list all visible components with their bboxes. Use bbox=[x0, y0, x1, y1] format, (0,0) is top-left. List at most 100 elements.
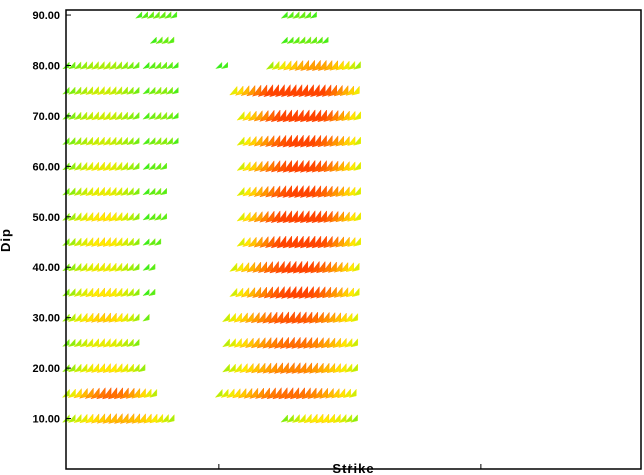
mechanism-mark bbox=[227, 338, 236, 348]
mechanism-mark bbox=[153, 86, 162, 95]
mechanism-mark bbox=[102, 60, 111, 70]
mechanism-mark bbox=[142, 162, 150, 170]
mechanism-mark bbox=[78, 387, 88, 399]
mechanism-mark bbox=[327, 84, 337, 97]
mechanism-mark bbox=[114, 262, 123, 272]
mechanism-mark bbox=[305, 159, 316, 173]
mechanism-mark bbox=[84, 312, 94, 323]
mechanism-mark bbox=[102, 186, 111, 197]
mechanism-mark bbox=[114, 363, 123, 373]
mechanism-mark bbox=[264, 160, 275, 173]
mechanism-mark bbox=[108, 136, 117, 146]
mechanism-mark bbox=[73, 262, 82, 272]
mechanism-mark bbox=[332, 312, 341, 323]
mechanism-mark bbox=[309, 83, 320, 98]
mechanism-mark bbox=[90, 60, 99, 70]
mechanism-mark bbox=[84, 413, 94, 424]
mechanism-mark bbox=[289, 387, 300, 400]
mechanism-mark bbox=[320, 311, 330, 324]
mechanism-mark bbox=[114, 338, 123, 348]
mechanism-mark bbox=[349, 338, 359, 348]
mechanism-mark bbox=[101, 387, 112, 400]
mechanism-mark bbox=[273, 362, 283, 374]
mechanism-mark bbox=[264, 109, 275, 123]
mechanism-mark bbox=[131, 313, 140, 322]
mechanism-mark bbox=[285, 362, 295, 374]
mechanism-mark bbox=[244, 311, 254, 324]
mechanism-mark bbox=[293, 184, 304, 199]
mechanism-mark bbox=[296, 336, 307, 349]
mechanism-mark bbox=[285, 311, 295, 324]
mechanism-mark bbox=[277, 387, 288, 400]
mechanism-mark bbox=[287, 159, 298, 173]
mechanism-mark bbox=[90, 362, 100, 373]
axis-ticks: 9018027010.0020.0030.0040.0050.0060.0070… bbox=[32, 10, 490, 475]
mechanism-mark bbox=[119, 412, 129, 424]
mechanism-mark bbox=[79, 111, 88, 121]
mechanism-mark bbox=[120, 136, 128, 146]
mechanism-mark bbox=[102, 287, 111, 298]
mechanism-mark bbox=[280, 11, 288, 19]
mechanism-mark bbox=[315, 36, 323, 44]
mechanism-mark bbox=[85, 86, 94, 96]
mechanism-mark bbox=[131, 212, 140, 221]
mechanism-mark bbox=[67, 363, 76, 373]
mechanism-mark bbox=[242, 236, 251, 247]
mechanism-mark bbox=[221, 312, 230, 323]
mechanism-mark bbox=[160, 413, 169, 424]
mechanism-mark bbox=[286, 414, 294, 423]
mechanism-mark bbox=[290, 311, 301, 324]
mechanism-mark bbox=[79, 86, 88, 95]
mechanism-mark bbox=[73, 187, 82, 196]
mechanism-mark bbox=[262, 362, 272, 374]
mechanism-mark bbox=[73, 111, 82, 121]
mechanism-mark bbox=[131, 86, 140, 95]
mechanism-mark bbox=[315, 260, 326, 274]
mechanism-mark bbox=[299, 235, 310, 249]
mechanism-mark bbox=[273, 336, 284, 349]
mechanism-mark bbox=[125, 161, 134, 171]
mechanism-mark bbox=[267, 311, 278, 324]
mechanism-mark bbox=[292, 10, 300, 19]
mechanism-mark bbox=[169, 11, 178, 19]
mechanism-mark bbox=[251, 84, 262, 97]
mechanism-mark bbox=[287, 235, 298, 249]
mechanism-mark bbox=[102, 412, 111, 424]
mechanism-mark bbox=[85, 338, 94, 348]
mechanism-mark bbox=[233, 337, 242, 348]
mechanism-mark bbox=[73, 86, 82, 95]
mechanism-mark bbox=[114, 211, 123, 222]
mechanism-mark bbox=[324, 387, 334, 399]
mechanism-mark bbox=[335, 60, 344, 71]
mechanism-mark bbox=[67, 388, 76, 399]
mechanism-mark bbox=[79, 262, 88, 272]
mechanism-mark bbox=[134, 11, 143, 19]
mechanism-mark bbox=[335, 185, 344, 198]
mechanism-mark bbox=[166, 414, 175, 423]
mechanism-mark bbox=[296, 311, 307, 324]
mechanism-mark bbox=[301, 387, 311, 400]
mechanism-mark bbox=[229, 287, 238, 298]
mechanism-mark bbox=[267, 362, 278, 374]
mechanism-mark bbox=[171, 86, 179, 95]
mechanism-mark bbox=[333, 286, 343, 298]
mechanism-mark bbox=[297, 362, 307, 374]
mechanism-mark bbox=[73, 287, 82, 297]
mechanism-mark bbox=[159, 136, 168, 146]
mechanism-mark bbox=[282, 134, 292, 148]
mechanism-mark bbox=[137, 363, 146, 373]
mechanism-mark bbox=[297, 413, 306, 424]
mechanism-mark bbox=[90, 186, 99, 197]
mechanism-mark bbox=[73, 312, 82, 323]
mechanism-mark bbox=[305, 134, 316, 148]
mechanism-mark bbox=[344, 312, 353, 323]
mechanism-mark bbox=[119, 312, 129, 323]
mechanism-mark bbox=[250, 337, 260, 349]
mechanism-mark bbox=[114, 186, 123, 197]
mechanism-mark bbox=[119, 211, 129, 222]
mechanism-mark bbox=[240, 261, 250, 273]
mechanism-mark bbox=[288, 59, 298, 71]
mechanism-mark bbox=[131, 288, 140, 297]
mechanism-mark bbox=[155, 36, 163, 45]
mechanism-mark bbox=[120, 86, 128, 95]
